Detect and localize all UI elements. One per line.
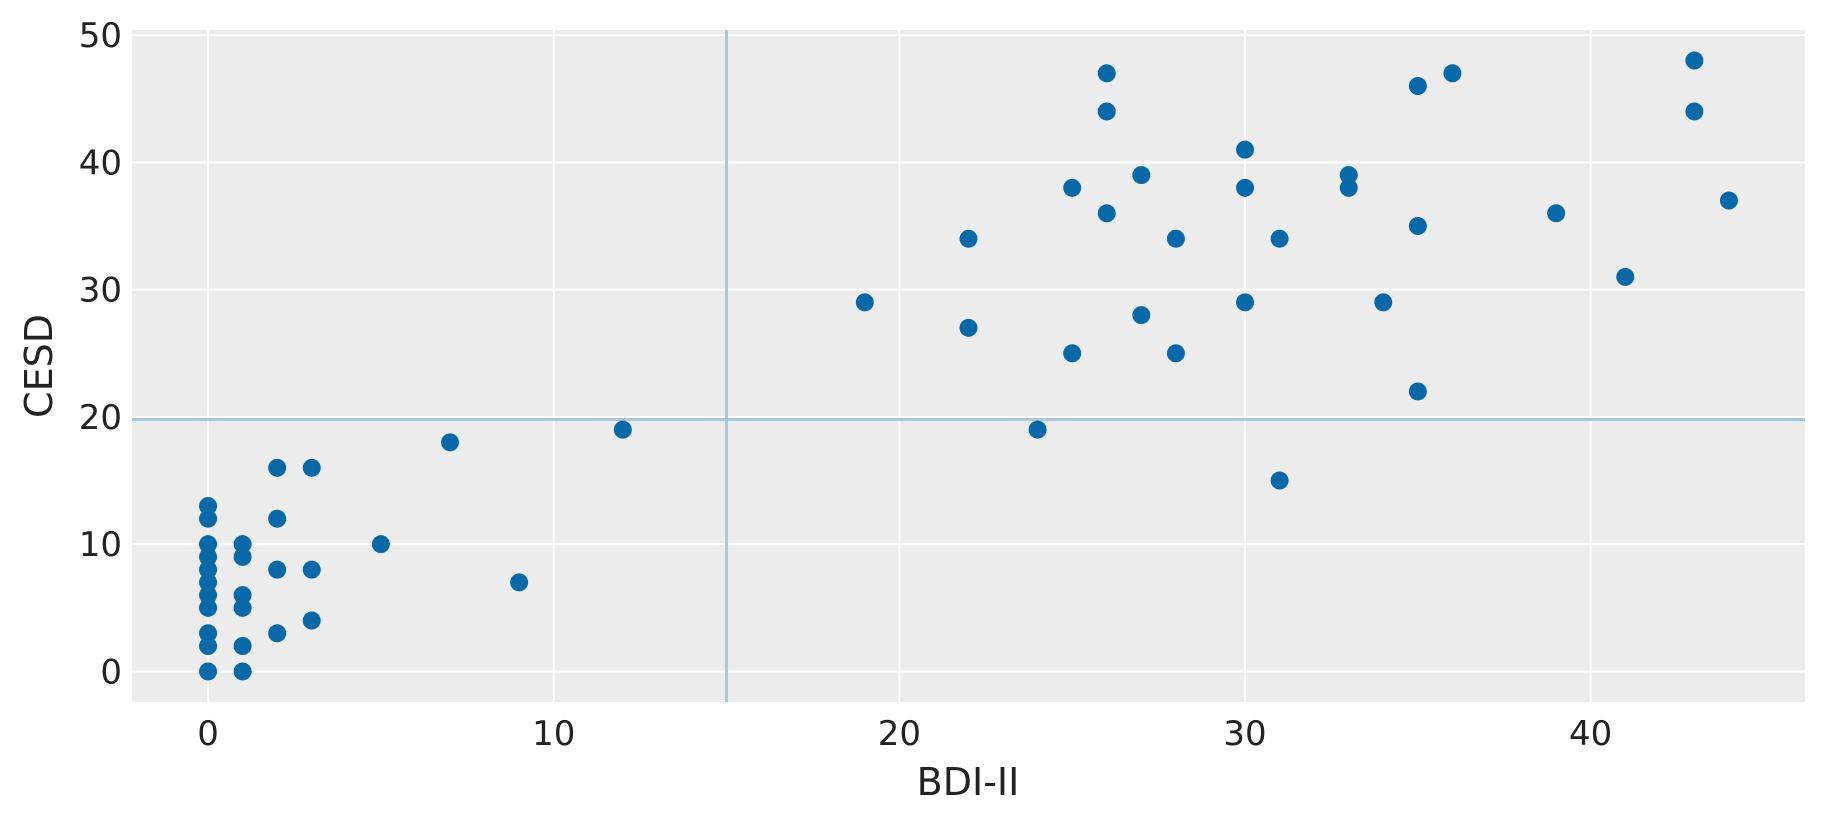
- data-point: [1547, 204, 1566, 223]
- y-tick-label: 40: [79, 143, 122, 183]
- data-point: [1685, 51, 1704, 70]
- data-point: [1063, 178, 1082, 197]
- data-point: [199, 586, 218, 605]
- x-tick-label: 30: [1223, 714, 1266, 754]
- data-point: [268, 560, 287, 579]
- data-point: [1443, 64, 1462, 83]
- x-tick-labels: 0 10 20 30 40: [197, 714, 1612, 754]
- data-point: [1616, 267, 1635, 286]
- data-point: [233, 586, 252, 605]
- y-tick-label: 50: [79, 16, 122, 56]
- data-point: [1028, 420, 1047, 439]
- data-point: [1132, 166, 1151, 185]
- data-point: [302, 560, 321, 579]
- data-point: [959, 229, 978, 248]
- y-axis-label: CESD: [17, 314, 61, 418]
- data-point: [1097, 204, 1116, 223]
- data-point: [233, 547, 252, 566]
- data-point: [613, 420, 632, 439]
- data-point: [1236, 178, 1255, 197]
- data-point: [1063, 344, 1082, 363]
- x-tick-label: 20: [878, 714, 921, 754]
- data-point: [1166, 344, 1185, 363]
- data-point: [1408, 77, 1427, 95]
- data-point: [1270, 471, 1289, 490]
- data-point: [1097, 102, 1116, 121]
- data-point: [233, 535, 252, 554]
- data-point: [1374, 293, 1393, 312]
- data-point: [199, 497, 218, 515]
- y-tick-labels: 0 10 20 30 40 50: [79, 16, 122, 692]
- data-point: [1408, 382, 1427, 401]
- data-point: [441, 433, 460, 452]
- data-point: [1339, 178, 1358, 197]
- data-point: [302, 458, 321, 477]
- data-point: [510, 573, 529, 592]
- data-point: [1166, 229, 1185, 248]
- data-point: [1132, 306, 1151, 325]
- data-point: [1339, 166, 1358, 185]
- data-point: [1685, 102, 1704, 121]
- data-point: [199, 637, 218, 655]
- data-points: [199, 51, 1738, 681]
- y-tick-label: 0: [100, 652, 122, 692]
- data-point: [959, 318, 978, 337]
- y-tick-label: 20: [79, 398, 122, 438]
- y-tick-label: 10: [79, 525, 122, 565]
- data-point: [1097, 64, 1116, 83]
- data-point: [1236, 293, 1255, 312]
- x-tick-label: 0: [197, 714, 219, 754]
- data-point: [268, 624, 287, 643]
- data-point: [1408, 217, 1427, 235]
- y-tick-label: 30: [79, 271, 122, 311]
- reference-lines: [132, 30, 1805, 702]
- data-point: [233, 637, 252, 655]
- x-tick-label: 10: [532, 714, 575, 754]
- plot-background: [132, 30, 1805, 702]
- data-point: [233, 598, 252, 617]
- data-point: [199, 573, 218, 592]
- data-point: [199, 535, 218, 554]
- data-point: [199, 662, 218, 681]
- data-point: [268, 509, 287, 528]
- data-point: [199, 598, 218, 617]
- data-point: [199, 560, 218, 579]
- data-point: [1270, 229, 1289, 248]
- data-point: [855, 293, 874, 312]
- x-tick-label: 40: [1569, 714, 1612, 754]
- data-point: [233, 662, 252, 681]
- data-point: [199, 509, 218, 528]
- data-point: [199, 624, 218, 643]
- data-point: [371, 535, 390, 554]
- data-point: [302, 611, 321, 630]
- x-axis-label: BDI-II: [917, 760, 1020, 804]
- data-point: [1236, 140, 1255, 159]
- data-point: [1719, 191, 1738, 210]
- grid-lines: [132, 30, 1805, 702]
- data-point: [199, 547, 218, 566]
- data-point: [268, 458, 287, 477]
